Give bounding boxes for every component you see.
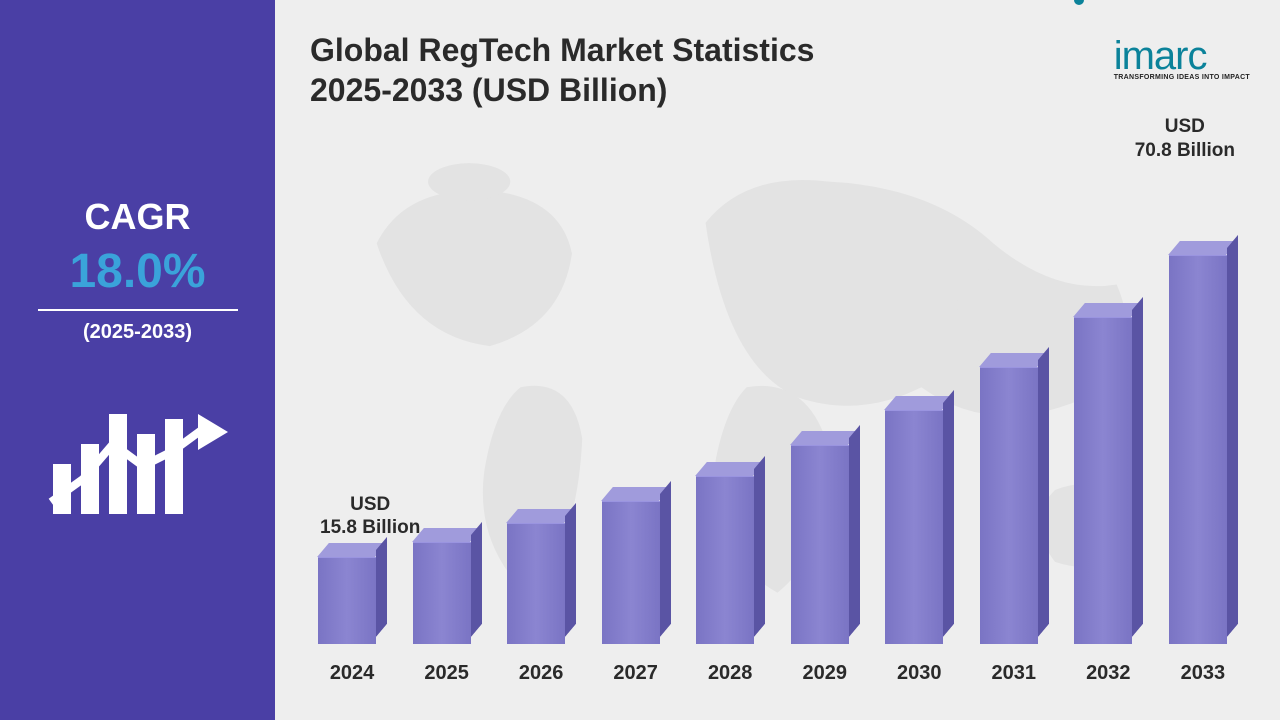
bar-group: 2028 bbox=[688, 476, 772, 685]
x-axis-label: 2028 bbox=[708, 662, 753, 685]
growth-chart-icon bbox=[43, 384, 233, 524]
bar bbox=[791, 445, 859, 644]
x-axis-label: 2031 bbox=[992, 662, 1037, 685]
bar-side-face bbox=[1227, 235, 1238, 637]
bar-group: 2024 bbox=[310, 557, 394, 685]
bar-front-face bbox=[980, 367, 1038, 644]
x-axis-label: 2033 bbox=[1181, 662, 1226, 685]
bar-group: 2030 bbox=[877, 410, 961, 685]
bar bbox=[507, 523, 575, 644]
bar-group: 2026 bbox=[499, 523, 583, 685]
divider bbox=[38, 309, 238, 311]
x-axis-label: 2030 bbox=[897, 662, 942, 685]
callout-start-line1: USD bbox=[350, 494, 390, 515]
sidebar-panel: CAGR 18.0% (2025-2033) bbox=[0, 0, 275, 720]
bar-front-face bbox=[602, 501, 660, 644]
cagr-label: CAGR bbox=[85, 196, 191, 238]
bar-side-face bbox=[754, 456, 765, 637]
bar bbox=[413, 542, 481, 644]
bar-side-face bbox=[943, 390, 954, 637]
bar-front-face bbox=[318, 557, 376, 644]
x-axis-label: 2029 bbox=[802, 662, 847, 685]
logo-text: imarc bbox=[1114, 38, 1250, 74]
chart-title: Global RegTech Market Statistics 2025-20… bbox=[310, 30, 1245, 110]
title-line-2: 2025-2033 (USD Billion) bbox=[310, 72, 667, 108]
cagr-period: (2025-2033) bbox=[83, 321, 192, 344]
bar-chart: 2024 2025 2026 2027 2028 2029 2030 2031 2032 2033 bbox=[310, 125, 1245, 685]
bar bbox=[602, 501, 670, 644]
brand-logo: imarc TRANSFORMING IDEAS INTO IMPACT bbox=[1114, 20, 1250, 81]
bar-group: 2025 bbox=[405, 542, 489, 685]
bar-group: 2029 bbox=[783, 445, 867, 685]
bar-front-face bbox=[696, 476, 754, 644]
x-axis-label: 2024 bbox=[330, 662, 375, 685]
bar-group: 2031 bbox=[972, 367, 1056, 685]
callout-end: USD 70.8 Billion bbox=[1135, 115, 1235, 163]
bar-group: 2027 bbox=[594, 501, 678, 685]
cagr-value: 18.0% bbox=[69, 244, 205, 299]
x-axis-label: 2025 bbox=[424, 662, 469, 685]
callout-start-line2: 15.8 Billion bbox=[320, 517, 420, 538]
bar-side-face bbox=[660, 481, 671, 637]
x-axis-label: 2032 bbox=[1086, 662, 1131, 685]
bar-front-face bbox=[1169, 255, 1227, 644]
callout-end-line1: USD bbox=[1165, 116, 1205, 137]
bar-side-face bbox=[471, 522, 482, 637]
bar bbox=[1074, 317, 1142, 644]
bar-side-face bbox=[849, 425, 860, 637]
logo-tagline: TRANSFORMING IDEAS INTO IMPACT bbox=[1114, 74, 1250, 81]
bar bbox=[980, 367, 1048, 644]
bar-group: 2032 bbox=[1066, 317, 1150, 685]
logo-dot-icon bbox=[1074, 0, 1084, 5]
bar-front-face bbox=[885, 410, 943, 644]
bar-side-face bbox=[1038, 347, 1049, 637]
bar bbox=[1169, 255, 1237, 644]
bar bbox=[885, 410, 953, 644]
bar-side-face bbox=[565, 503, 576, 637]
bar-side-face bbox=[1132, 297, 1143, 637]
bar-front-face bbox=[1074, 317, 1132, 644]
callout-start: USD 15.8 Billion bbox=[320, 493, 420, 541]
bar-front-face bbox=[413, 542, 471, 644]
title-line-1: Global RegTech Market Statistics bbox=[310, 32, 814, 68]
bar-side-face bbox=[376, 537, 387, 637]
callout-end-line2: 70.8 Billion bbox=[1135, 140, 1235, 161]
bar-front-face bbox=[507, 523, 565, 644]
x-axis-label: 2027 bbox=[613, 662, 658, 685]
bar-front-face bbox=[791, 445, 849, 644]
bar bbox=[696, 476, 764, 644]
bar bbox=[318, 557, 386, 644]
main-panel: Global RegTech Market Statistics 2025-20… bbox=[275, 0, 1280, 720]
bar-group: 2033 bbox=[1161, 255, 1245, 685]
x-axis-label: 2026 bbox=[519, 662, 564, 685]
